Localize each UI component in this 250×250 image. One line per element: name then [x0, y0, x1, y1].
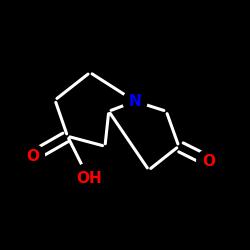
Text: N: N [128, 94, 141, 109]
Text: OH: OH [76, 171, 102, 186]
Text: O: O [202, 154, 215, 169]
Circle shape [20, 144, 44, 168]
Circle shape [197, 149, 221, 173]
Text: O: O [26, 149, 39, 164]
Circle shape [123, 89, 147, 113]
Circle shape [73, 163, 104, 194]
